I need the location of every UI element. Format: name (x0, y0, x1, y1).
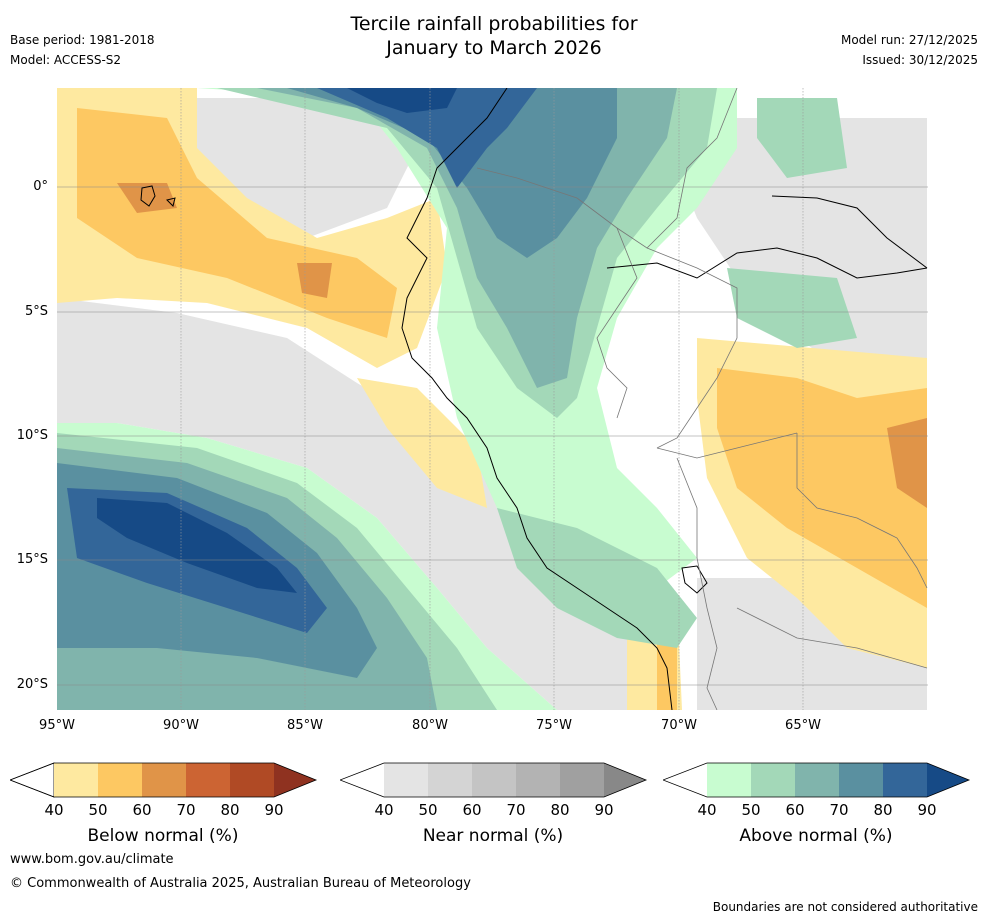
colorbar-below-seg-1 (54, 763, 98, 797)
copyright: © Commonwealth of Australia 2025, Austra… (10, 876, 471, 891)
tick-below-80: 80 (220, 801, 240, 819)
tick-near-90: 90 (594, 801, 614, 819)
legend-label-above: Above normal (%) (739, 826, 893, 846)
lat-label-20s: 20°S (16, 677, 48, 692)
disclaimer: Boundaries are not considered authoritat… (712, 900, 978, 914)
model-info: Base period: 1981-2018 Model: ACCESS-S2 (10, 30, 155, 70)
national-borders (476, 88, 928, 710)
colorbar-below-seg-2 (98, 763, 142, 797)
tick-above-60: 60 (785, 801, 805, 819)
colorbar-below (10, 762, 318, 798)
colorbar-below-seg-6 (274, 763, 316, 797)
colorbar-above-seg-4 (839, 763, 883, 797)
lake-titicaca (681, 565, 708, 594)
tick-above-70: 70 (829, 801, 849, 819)
below-normal-region-south-core (657, 638, 677, 710)
title-line-1: Tercile rainfall probabilities for (350, 13, 638, 35)
below-normal-region-coast (357, 378, 487, 508)
tick-above-40: 40 (697, 801, 717, 819)
colorbar-above-seg-2 (751, 763, 795, 797)
below-normal-region-east-core (717, 368, 927, 608)
lon-label-90w: 90°W (163, 718, 199, 733)
run-info: Model run: 27/12/2025 Issued: 30/12/2025 (841, 30, 978, 70)
above-normal-region-east-mid (727, 268, 857, 348)
base-period: Base period: 1981-2018 (10, 33, 155, 47)
amazon-river (606, 247, 928, 279)
lon-label-75w: 75°W (536, 718, 572, 733)
tick-above-80: 80 (873, 801, 893, 819)
colorbar-below-seg-0 (10, 762, 55, 798)
colorbar-near-seg-5 (560, 763, 604, 797)
legend-label-near: Near normal (%) (422, 826, 564, 846)
galapagos-islands (140, 185, 176, 207)
lon-label-65w: 65°W (785, 718, 821, 733)
below-normal-region-pacific-peak2 (297, 263, 332, 298)
colorbar-above-seg-3 (795, 763, 839, 797)
above-normal-region-amazon-6 (347, 88, 457, 113)
lat-label-15s: 15°S (16, 552, 48, 567)
colorbar-near-seg-2 (428, 763, 472, 797)
below-normal-region-pacific-peak (117, 183, 177, 213)
latitude-lines (57, 186, 928, 686)
model-run: Model run: 27/12/2025 (840, 33, 978, 47)
near-normal-region-east (657, 118, 927, 388)
tick-near-60: 60 (462, 801, 482, 819)
above-normal-region-east-north (757, 98, 847, 178)
colorbar-above-seg-6 (927, 763, 969, 797)
colorbar-near (340, 762, 648, 798)
lat-label-5s: 5°S (24, 304, 48, 319)
colorbar-above-seg-1 (707, 763, 751, 797)
colorbar-below-seg-3 (142, 763, 186, 797)
colorbar-above-seg-0 (663, 763, 707, 797)
above-normal-region-andes-south (497, 508, 697, 648)
colorbar-above (663, 762, 971, 798)
lat-label-10s: 10°S (16, 428, 48, 443)
tick-near-40: 40 (374, 801, 394, 819)
colorbar-near-seg-4 (516, 763, 560, 797)
lon-label-95w: 95°W (39, 718, 75, 733)
tick-above-50: 50 (741, 801, 761, 819)
colorbar-near-seg-1 (384, 763, 428, 797)
lon-label-70w: 70°W (661, 718, 697, 733)
above-normal-region-sw-6 (97, 498, 297, 593)
lon-label-80w: 80°W (412, 718, 448, 733)
coastline-west (401, 88, 673, 710)
tick-near-80: 80 (550, 801, 570, 819)
colorbar-below-seg-4 (186, 763, 230, 797)
tick-below-70: 70 (176, 801, 196, 819)
tick-below-40: 40 (44, 801, 64, 819)
colorbar-near-seg-0 (340, 763, 384, 797)
tick-below-50: 50 (88, 801, 108, 819)
chart-title: Tercile rainfall probabilities for Janua… (0, 12, 988, 60)
model-name: Model: ACCESS-S2 (10, 53, 122, 67)
colorbar-near-seg-3 (472, 763, 516, 797)
legend-label-below: Below normal (%) (87, 826, 239, 846)
probability-map (57, 88, 928, 710)
title-line-2: January to March 2026 (386, 37, 602, 59)
near-normal-region-west (57, 298, 677, 710)
tick-near-50: 50 (418, 801, 438, 819)
tick-near-70: 70 (506, 801, 526, 819)
tick-below-90: 90 (264, 801, 284, 819)
colorbar-below-seg-5 (230, 763, 274, 797)
tick-below-60: 60 (132, 801, 152, 819)
lon-label-85w: 85°W (287, 718, 323, 733)
below-normal-region-east-peak (887, 418, 927, 508)
above-normal-region-amazon-4 (287, 88, 617, 258)
tick-above-90: 90 (917, 801, 937, 819)
colorbar-above-seg-5 (883, 763, 927, 797)
bom-link[interactable]: www.bom.gov.au/climate (10, 852, 174, 867)
colorbar-near-seg-6 (604, 763, 646, 797)
issued-date: Issued: 30/12/2025 (862, 53, 978, 67)
coastline-north (771, 195, 928, 269)
lat-label-0: 0° (33, 179, 48, 194)
above-normal-region-amazon-5 (317, 88, 537, 188)
